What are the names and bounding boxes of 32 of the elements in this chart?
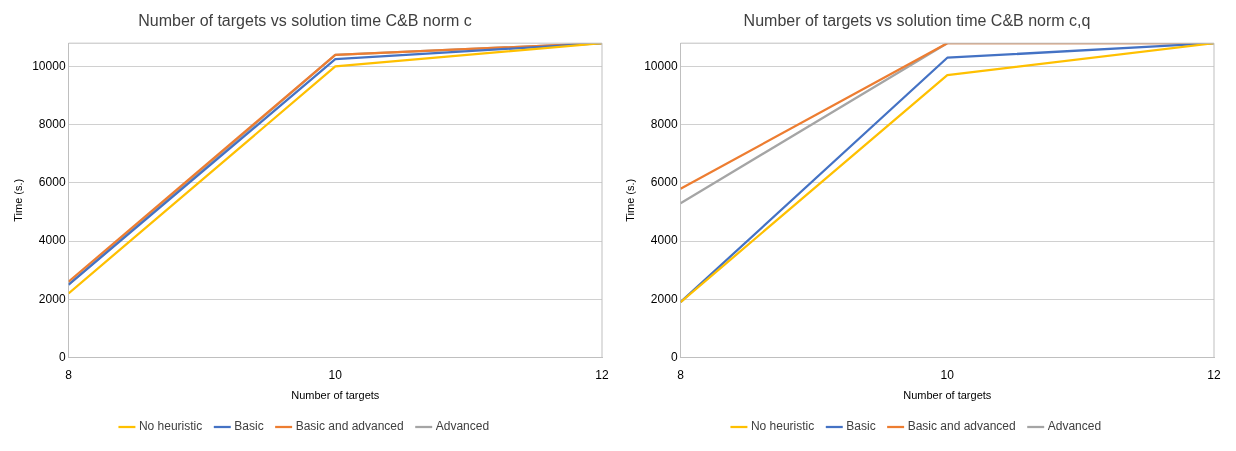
y-tick-label: 2000 bbox=[38, 291, 66, 306]
x-axis-title: Number of targets bbox=[291, 389, 380, 402]
y-tick-label: 8000 bbox=[38, 116, 66, 131]
y-tick-label: 0 bbox=[58, 349, 66, 364]
y-axis-title: Time (s.) bbox=[11, 178, 24, 222]
x-tick-label: 8 bbox=[65, 367, 73, 382]
y-tick-label: 4000 bbox=[38, 233, 66, 248]
y-tick-label: 2000 bbox=[650, 291, 678, 306]
legend-label: Basic bbox=[846, 419, 876, 434]
legend-label: Basic and advanced bbox=[907, 419, 1016, 434]
x-tick-label: 10 bbox=[940, 367, 955, 382]
x-tick-label: 12 bbox=[1207, 367, 1221, 382]
y-tick-label: 4000 bbox=[650, 233, 678, 248]
x-tick-label: 8 bbox=[677, 367, 685, 382]
legend-label: Basic and advanced bbox=[295, 419, 404, 434]
y-tick-label: 0 bbox=[670, 349, 678, 364]
y-axis-title: Time (s.) bbox=[623, 178, 636, 222]
x-axis-title: Number of targets bbox=[903, 389, 992, 402]
x-tick-label: 10 bbox=[328, 367, 343, 382]
chart-title: Number of targets vs solution time C&B norm c,q bbox=[743, 12, 1091, 30]
chart-title: Number of targets vs solution time C&B norm c bbox=[138, 12, 472, 30]
y-tick-label: 6000 bbox=[650, 175, 678, 190]
legend-label: Basic bbox=[234, 419, 264, 434]
legend-label: Advanced bbox=[1047, 419, 1102, 434]
y-tick-label: 8000 bbox=[650, 116, 678, 131]
y-tick-label: 10000 bbox=[644, 58, 678, 73]
legend-label: No heuristic bbox=[138, 419, 203, 434]
y-tick-label: 6000 bbox=[38, 175, 66, 190]
legend-label: Advanced bbox=[435, 419, 490, 434]
x-tick-label: 12 bbox=[595, 367, 609, 382]
y-tick-label: 10000 bbox=[32, 58, 66, 73]
legend-label: No heuristic bbox=[750, 419, 815, 434]
